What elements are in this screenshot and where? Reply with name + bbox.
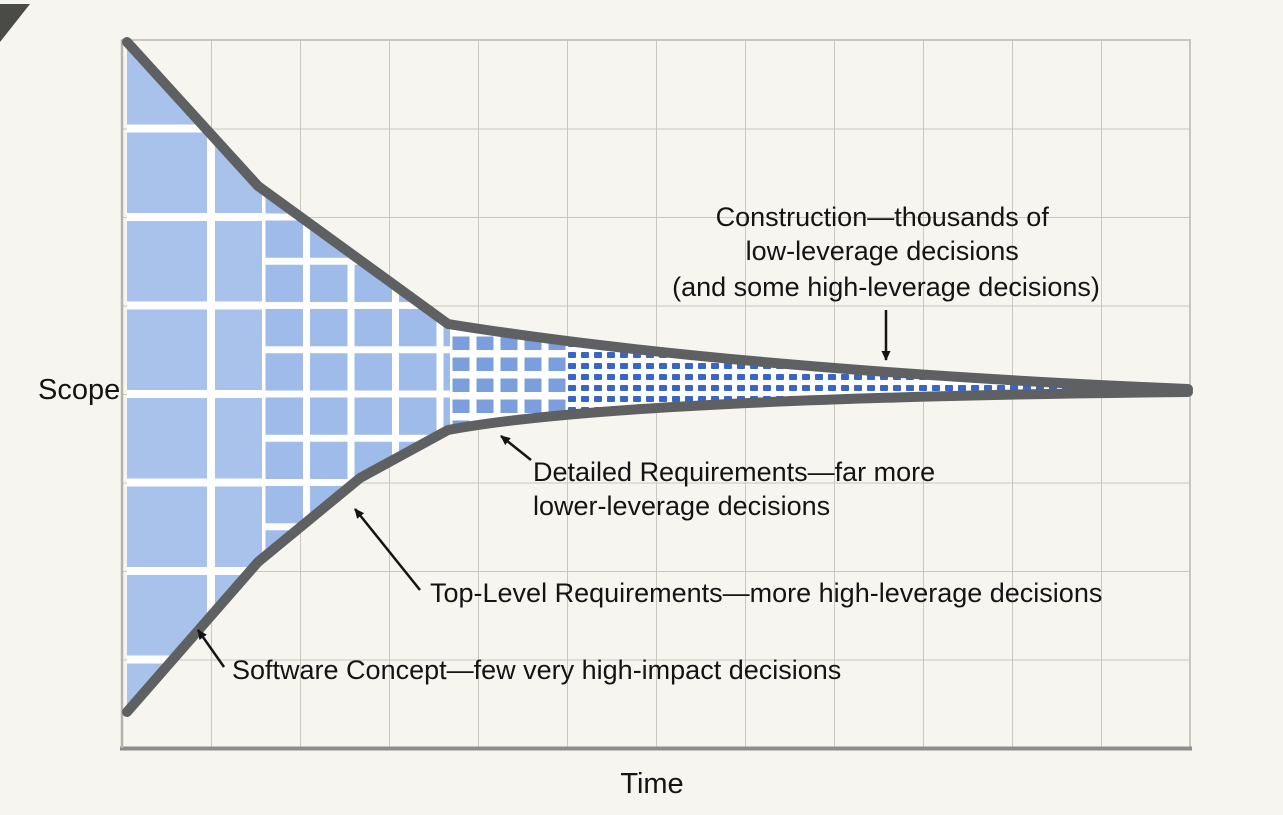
scan-artifact (0, 4, 30, 42)
detailed-requirements-label: Detailed Requirements—far more lower-lev… (533, 457, 943, 521)
detailed-requirements-arrow (500, 435, 532, 461)
top-level-requirements-label: Top-Level Requirements—more high-leverag… (430, 578, 1102, 608)
construction-label-line3: (and some high-leverage decisions) (672, 272, 1100, 302)
construction-label-line2: low-leverage decisions (746, 236, 1019, 266)
detailed-requirements-line1: Detailed Requirements—far more (533, 457, 935, 487)
funnel-top-edge (122, 37, 1193, 394)
detailed-requirements-line2: lower-leverage decisions (533, 491, 830, 521)
construction-label: Construction—thousands of low-leverage d… (672, 202, 1100, 302)
y-axis-label: Scope (38, 374, 120, 406)
top-level-requirements-arrow (354, 508, 421, 591)
x-axis-label: Time (620, 768, 683, 800)
software-concept-label: Software Concept—few very high-impact de… (232, 655, 841, 685)
funnel-bottom-edge (122, 387, 1193, 717)
construction-label-line1: Construction—thousands of (716, 202, 1050, 232)
software-concept-arrow (196, 629, 226, 668)
